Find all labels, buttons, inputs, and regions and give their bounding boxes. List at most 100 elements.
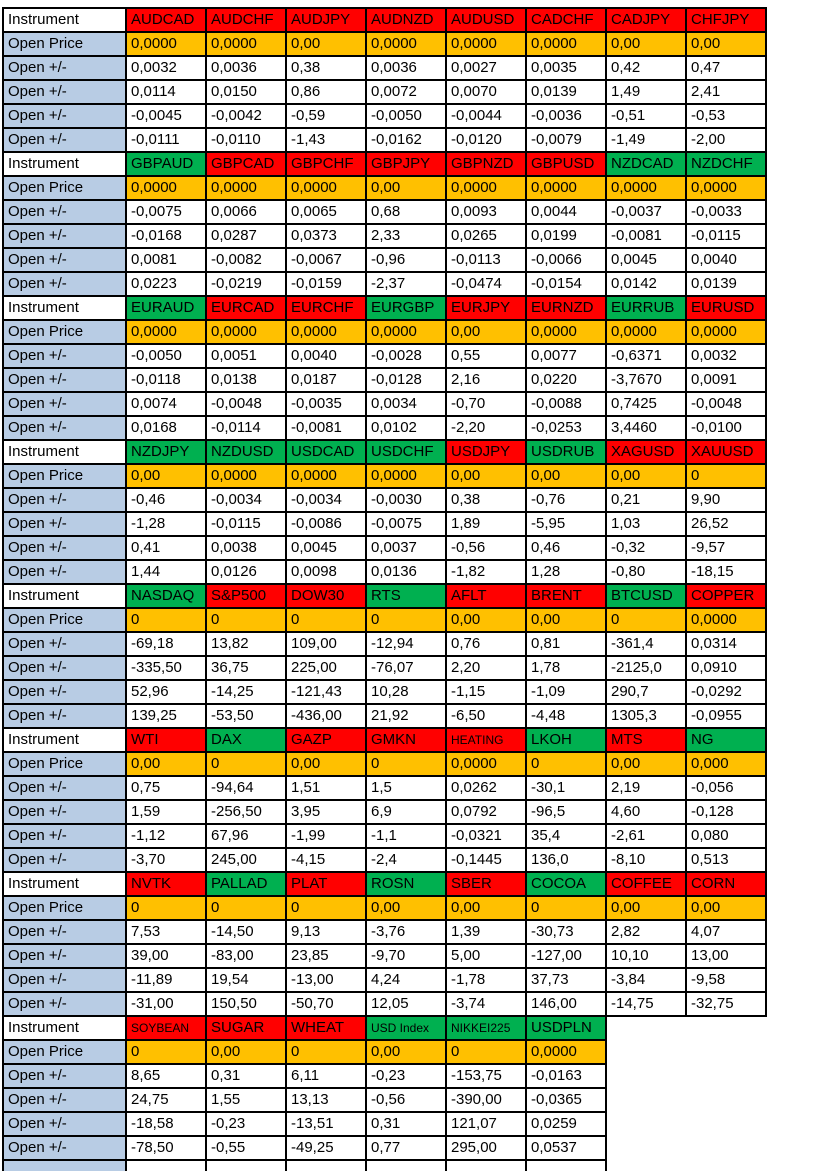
open-delta-value-cell[interactable]: -153,75: [445, 1063, 527, 1089]
open-delta-value-cell[interactable]: -12,94: [365, 631, 447, 657]
open-delta-value-cell[interactable]: 1,78: [525, 655, 607, 681]
open-delta-value-cell[interactable]: 0,0034: [365, 391, 447, 417]
open-delta-value-cell[interactable]: 23,85: [285, 943, 367, 969]
instrument-name-cell[interactable]: WHEAT: [285, 1015, 367, 1041]
open-delta-value-cell[interactable]: -1,43: [285, 127, 367, 153]
open-delta-value-cell[interactable]: 0,38: [285, 55, 367, 81]
open-price-value-cell[interactable]: 0,00: [125, 463, 207, 489]
open-delta-label-cell[interactable]: Open +/-: [2, 799, 127, 825]
open-delta-value-cell[interactable]: -3,70: [125, 847, 207, 873]
open-delta-value-cell[interactable]: 3,4460: [605, 415, 687, 441]
open-delta-value-cell[interactable]: 36,75: [205, 655, 287, 681]
open-price-value-cell[interactable]: 0,00: [205, 1039, 287, 1065]
open-delta-value-cell[interactable]: -0,0100: [685, 415, 767, 441]
open-delta-value-cell[interactable]: 21,92: [365, 703, 447, 729]
instrument-name-cell[interactable]: AUDUSD: [445, 7, 527, 33]
open-delta-value-cell[interactable]: 26,52: [685, 511, 767, 537]
instrument-name-cell[interactable]: EURAUD: [125, 295, 207, 321]
open-delta-value-cell[interactable]: 0,0114: [125, 79, 207, 105]
open-delta-label-cell[interactable]: Open +/-: [2, 559, 127, 585]
open-delta-value-cell[interactable]: -2,20: [445, 415, 527, 441]
open-delta-value-cell[interactable]: 0,0036: [205, 55, 287, 81]
open-delta-value-cell[interactable]: 0,21: [605, 487, 687, 513]
open-price-value-cell[interactable]: 0: [365, 751, 447, 777]
open-price-value-cell[interactable]: 0,00: [605, 895, 687, 921]
open-delta-value-cell[interactable]: 136,0: [525, 847, 607, 873]
open-delta-value-cell[interactable]: 35,4: [525, 823, 607, 849]
open-delta-value-cell[interactable]: 0,513: [685, 847, 767, 873]
open-delta-value-cell[interactable]: -0,0044: [445, 103, 527, 129]
instrument-name-cell[interactable]: EURNZD: [525, 295, 607, 321]
open-delta-value-cell[interactable]: -9,57: [685, 535, 767, 561]
open-delta-value-cell[interactable]: -2,61: [605, 823, 687, 849]
open-delta-value-cell[interactable]: 1,51: [285, 775, 367, 801]
open-price-value-cell[interactable]: 0,00: [125, 751, 207, 777]
open-delta-value-cell[interactable]: -0,23: [205, 1111, 287, 1137]
open-price-value-cell[interactable]: 0,0000: [525, 175, 607, 201]
instrument-name-cell[interactable]: NIKKEI225: [445, 1015, 527, 1041]
instrument-name-cell[interactable]: PLAT: [285, 871, 367, 897]
open-price-value-cell[interactable]: 0,00: [525, 607, 607, 633]
open-price-value-cell[interactable]: 0,00: [445, 607, 527, 633]
open-delta-value-cell[interactable]: 2,20: [445, 655, 527, 681]
open-delta-value-cell[interactable]: -0,0037: [605, 199, 687, 225]
open-delta-value-cell[interactable]: -0,0115: [685, 223, 767, 249]
open-delta-value-cell[interactable]: -0,0955: [685, 703, 767, 729]
open-delta-value-cell[interactable]: -18,58: [125, 1111, 207, 1137]
open-delta-value-cell[interactable]: -0,0075: [365, 511, 447, 537]
open-delta-value-cell[interactable]: -0,46: [125, 487, 207, 513]
open-delta-value-cell[interactable]: -335,50: [125, 655, 207, 681]
open-delta-value-cell[interactable]: 0,0126: [205, 559, 287, 585]
open-delta-value-cell[interactable]: 52,96: [125, 679, 207, 705]
open-price-value-cell[interactable]: 0,0000: [365, 319, 447, 345]
open-delta-value-cell[interactable]: -1,15: [445, 679, 527, 705]
instrument-name-cell[interactable]: GBPCHF: [285, 151, 367, 177]
open-delta-value-cell[interactable]: -69,18: [125, 631, 207, 657]
instrument-name-cell[interactable]: USD Index: [365, 1015, 447, 1041]
open-delta-value-cell[interactable]: -0,76: [525, 487, 607, 513]
open-delta-value-cell[interactable]: -1,1: [365, 823, 447, 849]
instrument-name-cell[interactable]: USDJPY: [445, 439, 527, 465]
instrument-name-cell[interactable]: EURJPY: [445, 295, 527, 321]
open-price-value-cell[interactable]: 0: [125, 1039, 207, 1065]
instrument-name-cell[interactable]: GBPUSD: [525, 151, 607, 177]
instrument-name-cell[interactable]: AUDCAD: [125, 7, 207, 33]
open-delta-value-cell[interactable]: 13,82: [205, 631, 287, 657]
open-price-value-cell[interactable]: 0,0000: [605, 175, 687, 201]
open-delta-value-cell[interactable]: 0,0037: [365, 535, 447, 561]
open-price-label-cell[interactable]: Open Price: [2, 607, 127, 633]
instrument-name-cell[interactable]: NZDUSD: [205, 439, 287, 465]
open-delta-value-cell[interactable]: -18,15: [685, 559, 767, 585]
open-delta-label-cell[interactable]: Open +/-: [2, 343, 127, 369]
open-delta-value-cell[interactable]: -0,55: [205, 1135, 287, 1161]
open-delta-value-cell[interactable]: -0,0365: [525, 1087, 607, 1113]
open-delta-value-cell[interactable]: 0,47: [685, 55, 767, 81]
open-delta-value-cell[interactable]: -1,49: [605, 127, 687, 153]
open-delta-label-cell[interactable]: Open +/-: [2, 199, 127, 225]
open-delta-value-cell[interactable]: -0,0067: [285, 247, 367, 273]
open-delta-label-cell[interactable]: Open +/-: [2, 1111, 127, 1137]
open-price-value-cell[interactable]: 0,00: [685, 895, 767, 921]
open-delta-value-cell[interactable]: 146,00: [525, 991, 607, 1017]
open-delta-label-cell[interactable]: Open +/-: [2, 655, 127, 681]
open-delta-value-cell[interactable]: 2,41: [685, 79, 767, 105]
open-delta-value-cell[interactable]: -9,70: [365, 943, 447, 969]
instrument-row-label-cell[interactable]: Instrument: [2, 727, 127, 753]
open-delta-value-cell[interactable]: 6,11: [285, 1063, 367, 1089]
open-delta-value-cell[interactable]: 0,0187: [285, 367, 367, 393]
open-delta-value-cell[interactable]: -0,0474: [445, 271, 527, 297]
open-delta-value-cell[interactable]: -32,75: [685, 991, 767, 1017]
open-delta-value-cell[interactable]: -256,50: [205, 799, 287, 825]
instrument-name-cell[interactable]: EURUSD: [685, 295, 767, 321]
instrument-name-cell[interactable]: XAUUSD: [685, 439, 767, 465]
open-delta-value-cell[interactable]: 0,31: [365, 1111, 447, 1137]
open-price-value-cell[interactable]: 0,0000: [285, 319, 367, 345]
open-delta-value-cell[interactable]: 0,0081: [125, 247, 207, 273]
open-delta-value-cell[interactable]: -1,78: [445, 967, 527, 993]
open-price-value-cell[interactable]: 0,0000: [365, 31, 447, 57]
open-delta-value-cell[interactable]: -390,00: [445, 1087, 527, 1113]
instrument-name-cell[interactable]: USDCAD: [285, 439, 367, 465]
open-price-value-cell[interactable]: 0: [685, 463, 767, 489]
open-delta-value-cell[interactable]: -6,50: [445, 703, 527, 729]
open-price-value-cell[interactable]: 0: [525, 751, 607, 777]
